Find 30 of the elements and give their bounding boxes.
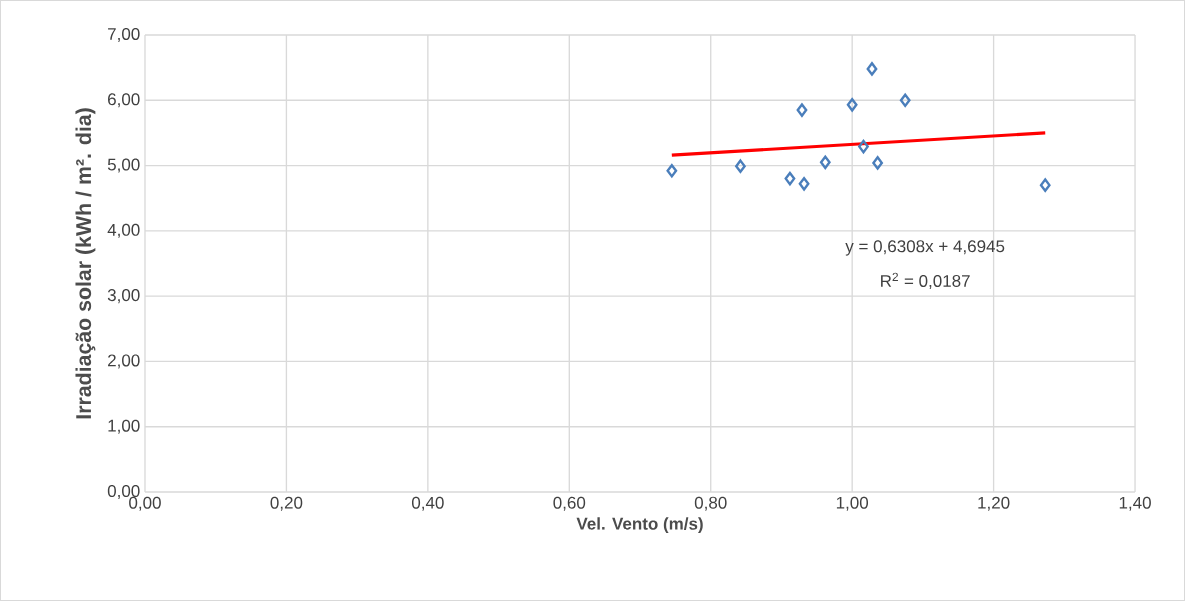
- y-axis-title: Irradiação solar (kWh / m². dia): [75, 108, 96, 419]
- point: [819, 155, 831, 170]
- point: [796, 103, 808, 117]
- y-tick-label: 4,00: [107, 223, 140, 238]
- x-tick-label: 1,00: [836, 496, 869, 511]
- x-tick-label: 0,60: [553, 496, 586, 511]
- x-axis-title: Vel. Vento (m/s): [576, 517, 703, 534]
- x-tick-label: 0,80: [694, 496, 727, 511]
- x-tick-label: 0,40: [411, 496, 444, 511]
- point: [866, 62, 878, 76]
- x-tick-label: 0,20: [270, 496, 303, 511]
- y-tick-label: 3,00: [107, 289, 140, 304]
- y-tick-label: 6,00: [108, 93, 140, 108]
- y-tick-label: 2,00: [108, 354, 140, 369]
- point: [872, 156, 884, 170]
- point: [899, 93, 911, 108]
- y-tick-label: 5,00: [107, 158, 140, 173]
- point: [858, 139, 869, 154]
- point: [1039, 178, 1051, 192]
- x-tick-label: 1,40: [1119, 496, 1151, 511]
- point: [666, 163, 678, 178]
- point: [798, 177, 810, 191]
- y-tick-label: 7,00: [108, 27, 140, 43]
- x-tick-label: 1,20: [978, 496, 1010, 511]
- annotation: R$^{2}$ = 0,0187: [881, 272, 970, 290]
- annotation: y = 0,6308x + 4,6945: [845, 240, 1005, 256]
- point: [846, 98, 858, 112]
- point: [735, 159, 746, 174]
- point: [784, 171, 796, 186]
- y-tick-label: 1,00: [108, 419, 140, 434]
